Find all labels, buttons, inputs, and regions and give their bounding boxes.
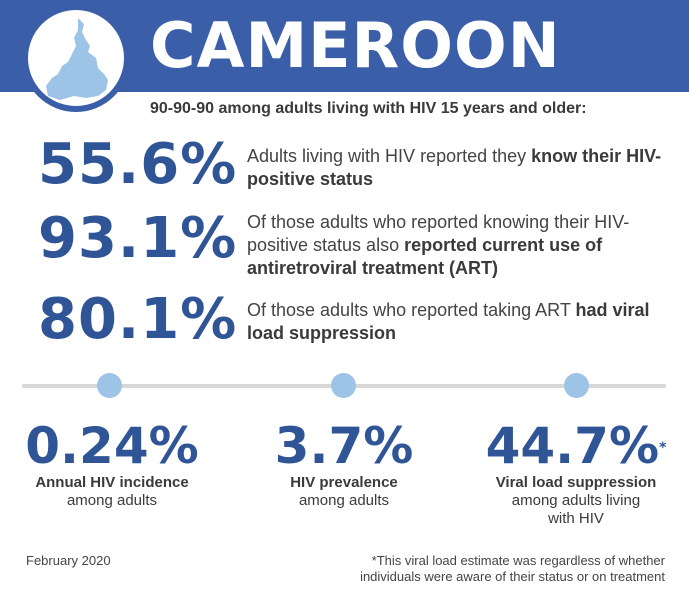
metric-value: 0.24% (25, 417, 199, 475)
metric-label: Viral load suppression (495, 474, 657, 491)
metric-sublabel: among adults living with HIV (511, 492, 641, 527)
divider-dot (97, 373, 122, 398)
stat-text: Adults living with HIV reported they (247, 146, 532, 166)
stat-text: Of those adults who reported knowing the… (247, 212, 630, 255)
metric-sublabel: among adults (66, 492, 158, 509)
metric-value: 44.7% (485, 417, 660, 475)
metric-value-wrap: 44.7%* (476, 418, 676, 474)
metric-label: HIV prevalence (290, 474, 398, 491)
stat-bold-text: reported current use of antiretroviral t… (247, 235, 603, 278)
stat-value: 93.1% (38, 206, 238, 271)
footer-date: February 2020 (26, 553, 111, 568)
subtitle: 90-90-90 among adults living with HIV 15… (150, 100, 587, 117)
footnote-marker: * (659, 440, 667, 456)
metric-value: 3.7% (274, 417, 414, 475)
divider-dot (331, 373, 356, 398)
footer-note: *This viral load estimate was regardless… (360, 553, 665, 584)
stat-value: 55.6% (38, 132, 238, 197)
stat-value: 80.1% (38, 287, 238, 352)
metric-viral-suppression: 44.7%* Viral load suppression among adul… (476, 418, 676, 528)
stat-text: Of those adults who reported taking ART (247, 300, 576, 320)
metric-prevalence: 3.7% HIV prevalence among adults (244, 418, 444, 510)
divider-dot (564, 373, 589, 398)
metric-sublabel: among adults (298, 492, 390, 509)
metric-label: Annual HIV incidence (35, 474, 189, 491)
stat-description: Of those adults who reported taking ART … (247, 299, 677, 345)
stat-bold-text: know their HIV-positive status (247, 146, 662, 189)
cameroon-map-icon (46, 18, 108, 100)
map-badge (22, 4, 130, 112)
country-title: CAMEROON (150, 9, 561, 82)
stat-description: Adults living with HIV reported they kno… (247, 145, 677, 191)
stat-description: Of those adults who reported knowing the… (247, 211, 677, 280)
metric-incidence: 0.24% Annual HIV incidence among adults (12, 418, 212, 510)
stat-bold-text: had viral load suppression (247, 300, 650, 343)
